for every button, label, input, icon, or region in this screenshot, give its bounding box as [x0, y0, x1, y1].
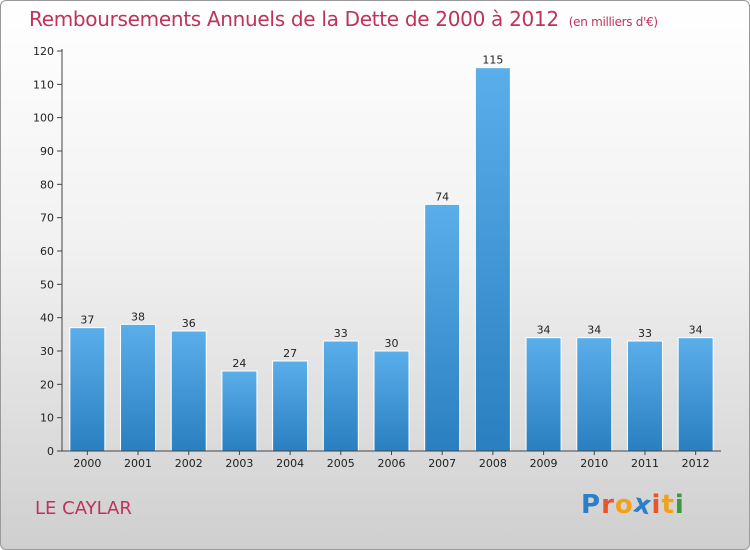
- x-tick-label: 2008: [479, 457, 507, 470]
- y-tick-label: 100: [33, 112, 54, 125]
- logo-letter: P: [581, 490, 602, 520]
- y-tick-label: 0: [47, 445, 54, 458]
- x-tick-label: 2004: [276, 457, 304, 470]
- chart-unit-label: (en milliers d'€): [568, 15, 658, 29]
- bar-2009: [525, 337, 562, 452]
- bar-2008: [474, 67, 511, 452]
- x-tick-label: 2000: [73, 457, 101, 470]
- logo-letter: t: [661, 490, 675, 520]
- bar-value-label: 37: [80, 314, 94, 327]
- bar-2000: [69, 327, 106, 452]
- x-tick-label: 2011: [631, 457, 659, 470]
- bar-value-label: 33: [638, 327, 652, 340]
- bar-value-label: 34: [689, 324, 703, 337]
- x-tick-label: 2010: [580, 457, 608, 470]
- y-tick-label: 80: [40, 178, 54, 191]
- x-tick-label: 2009: [530, 457, 558, 470]
- y-tick-label: 30: [40, 345, 54, 358]
- bar-value-label: 115: [482, 54, 503, 67]
- bar-2006: [373, 350, 410, 452]
- bar-value-label: 38: [131, 310, 145, 323]
- bars: 37 38 36 24 27 33 30 74 115 34 34 33 34: [69, 54, 714, 452]
- bar-value-label: 24: [232, 357, 246, 370]
- y-tick-label: 20: [40, 378, 54, 391]
- x-tick-label: 2003: [225, 457, 253, 470]
- bar-2007: [424, 203, 461, 452]
- proxiti-logo: Proxiti: [581, 488, 685, 521]
- bar-value-label: 74: [435, 190, 449, 203]
- bar-2001: [120, 323, 157, 452]
- bar-2002: [170, 330, 207, 452]
- logo-letter: o: [614, 490, 634, 520]
- bar-2011: [626, 340, 663, 452]
- x-tick-label: 2005: [327, 457, 355, 470]
- bar-2003: [221, 370, 258, 452]
- bar-value-label: 30: [385, 337, 399, 350]
- x-axis: 2000 2001 2002 2003 2004 2005 2006 2007 2008 2009…: [62, 450, 721, 470]
- x-tick-label: 2007: [428, 457, 456, 470]
- y-tick-label: 50: [40, 278, 54, 291]
- y-tick-label: 90: [40, 145, 54, 158]
- x-tick-label: 2001: [124, 457, 152, 470]
- bar-2005: [322, 340, 359, 452]
- x-tick-label: 2002: [175, 457, 203, 470]
- logo-letter: i: [674, 490, 685, 520]
- bar-value-label: 33: [334, 327, 348, 340]
- chart-title: Remboursements Annuels de la Dette de 20…: [29, 7, 658, 31]
- bar-2012: [677, 337, 714, 452]
- y-tick-label: 70: [40, 212, 54, 225]
- bar-value-label: 27: [283, 347, 297, 360]
- bar-value-label: 34: [537, 324, 551, 337]
- commune-name: LE CAYLAR: [35, 498, 132, 519]
- x-tick-label: 2012: [682, 457, 710, 470]
- chart-title-text: Remboursements Annuels de la Dette de 20…: [29, 7, 559, 31]
- bar-value-label: 34: [587, 324, 601, 337]
- y-tick-label: 60: [40, 245, 54, 258]
- y-tick-label: 110: [33, 78, 54, 91]
- x-tick-label: 2006: [378, 457, 406, 470]
- y-tick-label: 120: [33, 45, 54, 58]
- y-tick-label: 40: [40, 312, 54, 325]
- logo-letter: i: [651, 490, 662, 520]
- y-tick-label: 10: [40, 412, 54, 425]
- bar-2004: [272, 360, 309, 452]
- bar-value-label: 36: [182, 317, 196, 330]
- y-axis: 0 10 20 30 40 50 60 70 80 90 100 110 120: [33, 45, 63, 458]
- logo-letter: r: [601, 490, 615, 520]
- bar-2010: [576, 337, 613, 452]
